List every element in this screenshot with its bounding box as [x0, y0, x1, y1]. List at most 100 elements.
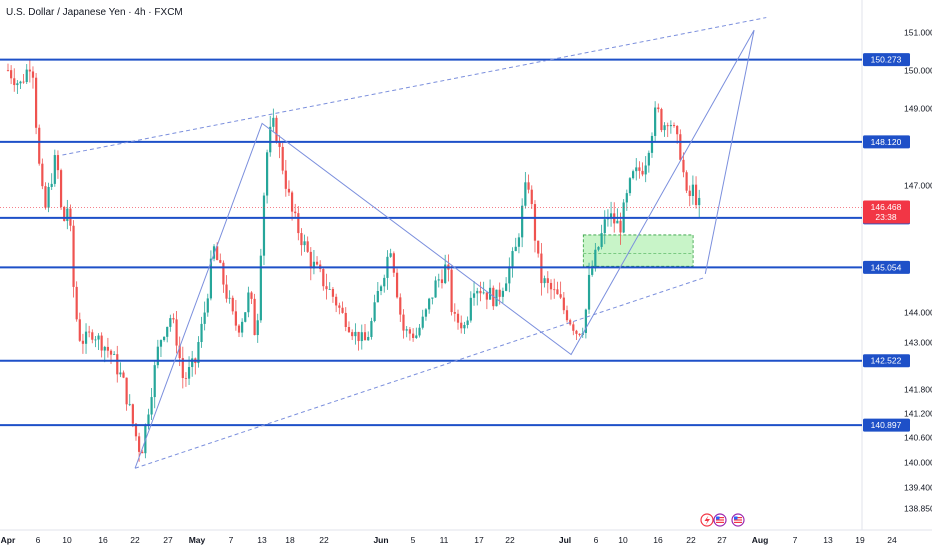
time-tick-label: 18	[285, 535, 295, 545]
candle	[153, 361, 156, 409]
price-axis[interactable]: 151.000 150.000 149.000 147.000 144.000 143.0…	[904, 28, 932, 514]
candle	[219, 253, 222, 264]
lightning-icon[interactable]	[700, 513, 714, 527]
candle	[131, 403, 134, 428]
candle	[521, 198, 524, 248]
candle	[641, 162, 644, 177]
candle	[109, 349, 113, 364]
candle	[386, 250, 389, 290]
time-axis[interactable]: Apr 6 10 16 22 27 May 7 13 18 22 Jun 5 11 17 22 Jul 6 10 16…	[1, 535, 897, 545]
us-flag-icon[interactable]	[731, 513, 745, 527]
demand-zone[interactable]	[582, 234, 694, 267]
candle	[331, 287, 335, 303]
candle	[247, 286, 250, 318]
candle	[184, 372, 188, 387]
channel-line[interactable]	[134, 276, 706, 469]
candle	[100, 332, 103, 358]
candle	[75, 281, 78, 322]
channel-line[interactable]	[62, 17, 767, 156]
candle	[59, 168, 63, 210]
candle	[530, 185, 533, 209]
candle	[256, 313, 259, 343]
candle	[116, 345, 119, 383]
event-icons[interactable]	[700, 513, 745, 527]
svg-text:150.273: 150.273	[871, 55, 902, 65]
candle	[622, 199, 625, 234]
candle	[578, 333, 581, 337]
candle	[259, 248, 262, 323]
price-tick-label: 147.000	[904, 181, 932, 191]
time-tick-label: 10	[62, 535, 72, 545]
candle	[632, 169, 635, 180]
candle	[546, 271, 549, 294]
candle	[428, 297, 431, 314]
candle	[431, 297, 434, 305]
candle	[281, 142, 284, 175]
candle	[128, 394, 131, 407]
candle	[479, 281, 482, 302]
candle	[209, 250, 213, 301]
candle	[603, 210, 606, 245]
candle	[682, 152, 685, 178]
price-badge: 140.897	[863, 418, 910, 432]
candle	[408, 327, 411, 341]
candle	[460, 315, 463, 334]
candle	[357, 331, 360, 351]
us-flag-icon[interactable]	[713, 513, 727, 527]
candle	[572, 321, 575, 336]
candle	[22, 73, 25, 84]
horizontal-levels-layer	[0, 58, 862, 427]
price-tick-label: 138.850	[904, 504, 932, 514]
candle	[694, 176, 698, 209]
candle	[166, 326, 169, 343]
candle	[19, 80, 22, 89]
candle	[244, 311, 247, 323]
candle	[278, 135, 281, 159]
candle	[16, 80, 19, 94]
time-tick-label: 7	[229, 535, 234, 545]
candle	[241, 318, 244, 338]
candle	[181, 346, 184, 389]
candle	[628, 177, 632, 196]
candle	[175, 311, 178, 354]
candle	[691, 175, 695, 205]
candle	[437, 273, 440, 288]
price-tick-label: 141.800	[904, 385, 932, 395]
candle	[269, 115, 272, 157]
candle	[666, 122, 669, 138]
time-tick-label: 17	[474, 535, 484, 545]
candle	[10, 65, 13, 85]
candle	[556, 281, 559, 295]
candle	[44, 182, 47, 210]
candle	[28, 58, 31, 83]
time-tick-label: 16	[98, 535, 108, 545]
projection-path[interactable]	[134, 29, 755, 469]
candle	[150, 388, 153, 420]
candle	[492, 285, 495, 310]
candle	[660, 107, 663, 133]
candle	[347, 321, 351, 334]
price-tick-label: 149.000	[904, 104, 932, 114]
trend-drawings-layer	[62, 17, 767, 469]
candle	[367, 331, 370, 341]
candle	[159, 339, 163, 358]
price-tick-label: 140.000	[904, 458, 932, 468]
candle	[565, 305, 569, 323]
candle	[488, 279, 492, 300]
price-tick-label: 140.600	[904, 433, 932, 443]
candle	[654, 101, 657, 142]
candle	[543, 275, 546, 288]
candles-layer	[6, 58, 701, 462]
candle	[72, 220, 75, 298]
candle	[527, 174, 530, 194]
candle	[587, 262, 591, 314]
candle	[84, 323, 88, 354]
candle	[78, 312, 81, 342]
candle	[597, 246, 600, 252]
time-tick-label: 6	[36, 535, 41, 545]
candle	[524, 172, 527, 209]
candle	[415, 327, 418, 339]
